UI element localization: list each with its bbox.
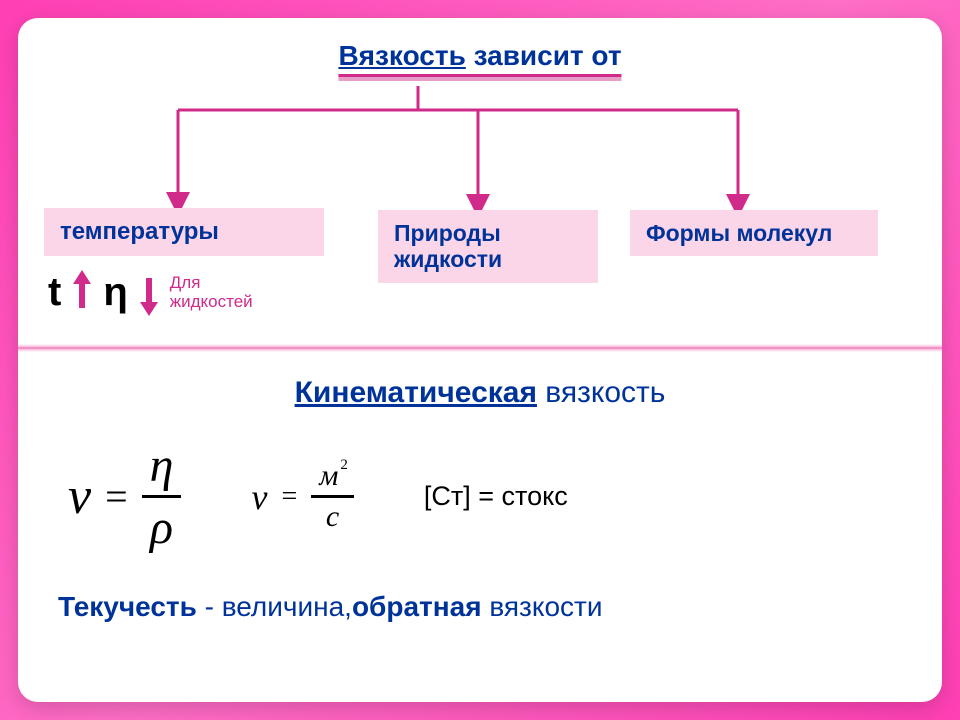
formula-nu-eta-rho: ν = η ρ xyxy=(68,438,181,555)
subtitle: Кинематическая вязкость xyxy=(58,376,902,410)
formula-nu-units: ν = м2 с xyxy=(251,459,353,534)
factor-molecule: Формы молекул xyxy=(630,210,878,256)
factor-temperature: температуры xyxy=(44,208,324,256)
title-underlined: Вязкость xyxy=(338,40,465,71)
symbol-eta: η xyxy=(103,270,127,315)
slide-card: Вязкость зависит от температуры Природы … xyxy=(18,18,942,702)
t-eta-row: t η Дляжидкостей xyxy=(48,270,253,315)
factor-nature: Природы жидкости xyxy=(378,210,598,283)
for-liquids-note: Дляжидкостей xyxy=(170,274,253,311)
stokes-note: [Ст] = стокс xyxy=(424,481,568,512)
symbol-t: t xyxy=(48,270,61,315)
gradient-background: Вязкость зависит от температуры Природы … xyxy=(0,0,960,720)
formula-row: ν = η ρ ν = м2 с xyxy=(58,438,902,555)
subtitle-rest: вязкость xyxy=(537,376,665,409)
top-region: Вязкость зависит от температуры Природы … xyxy=(18,18,942,348)
horizontal-divider xyxy=(18,344,942,352)
arrow-up-icon xyxy=(75,272,89,314)
title-rest: зависит от xyxy=(466,40,622,71)
subtitle-underlined: Кинематическая xyxy=(295,376,537,409)
slide-title: Вязкость зависит от xyxy=(338,40,621,77)
fluidity-definition: Текучесть - величина,обратная вязкости xyxy=(58,591,902,623)
arrow-down-icon xyxy=(142,272,156,314)
bottom-region: Кинематическая вязкость ν = η ρ ν = xyxy=(18,358,942,702)
